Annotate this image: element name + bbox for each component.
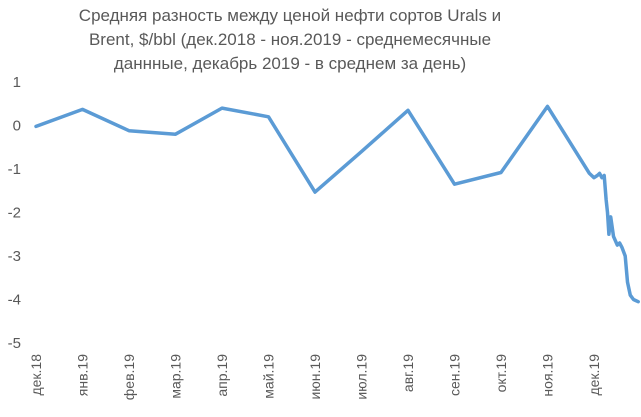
x-tick-label: янв.19: [75, 354, 91, 396]
y-tick-label: -2: [8, 205, 21, 222]
x-tick-label: авг.19: [400, 354, 416, 392]
chart-title-line-1: Средняя разность между ценой нефти сорто…: [78, 6, 502, 25]
chart-title-line-3: даннные, декабрь 2019 - в среднем за ден…: [113, 54, 467, 73]
x-tick-label: мар.19: [168, 354, 184, 399]
chart-title-line-2: Brent, $/bbl (дек.2018 - ноя.2019 - сред…: [88, 30, 492, 49]
x-tick-label: сен.19: [447, 354, 463, 396]
x-tick-label: дек.18: [28, 354, 44, 396]
x-tick-label: дек.19: [586, 354, 602, 396]
y-tick-label: -5: [8, 335, 21, 352]
y-tick-label: -1: [8, 161, 21, 178]
series-line: [34, 104, 640, 304]
x-axis: дек.18 янв.19 фев.19 мар.19 апр.19 май.19 июн.…: [28, 354, 602, 400]
x-tick-label: фев.19: [121, 354, 137, 400]
x-tick-label: окт.19: [493, 354, 509, 393]
y-tick-label: -4: [8, 292, 21, 309]
x-tick-label: апр.19: [214, 354, 230, 397]
x-tick-label: ноя.19: [540, 354, 556, 397]
x-tick-label: июл.19: [354, 354, 370, 400]
x-tick-label: июн.19: [307, 354, 323, 400]
y-tick-label: 1: [13, 74, 21, 91]
y-tick-label: 0: [13, 118, 21, 135]
y-tick-label: -3: [8, 248, 21, 265]
x-tick-label: май.19: [261, 354, 277, 399]
chart-title: Средняя разность между ценой нефти сорто…: [0, 4, 580, 76]
y-axis: 1 0 -1 -2 -3 -4 -5: [8, 74, 21, 352]
